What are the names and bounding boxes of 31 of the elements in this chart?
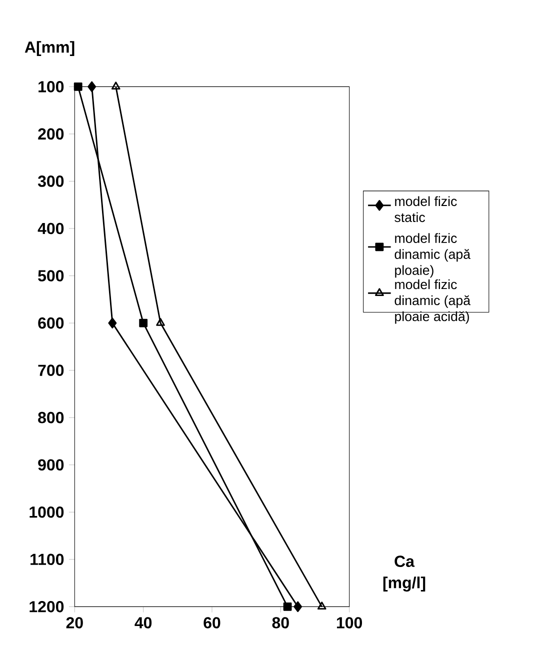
- point: [88, 81, 96, 92]
- y-tick-label: 200: [38, 128, 64, 140]
- legend-label: model fizic dinamic (apă ploaie): [394, 233, 471, 278]
- point: [108, 318, 117, 328]
- y-tick-label: 700: [38, 364, 64, 376]
- point: [294, 601, 302, 612]
- y-tick-label: 400: [38, 222, 64, 234]
- x-tick-label: 40: [134, 617, 152, 628]
- point: [74, 82, 82, 91]
- point: [156, 318, 165, 326]
- y-tick-label: 1100: [30, 554, 64, 566]
- x-axis-title: Ca [mg/l]: [383, 556, 426, 592]
- y-tick-label: 600: [38, 317, 64, 329]
- y-tick-label: 1000: [30, 506, 64, 518]
- point: [139, 318, 148, 328]
- y-tick-label: 300: [38, 176, 64, 187]
- point: [317, 602, 326, 610]
- y-tick-label: 900: [38, 459, 64, 471]
- point: [283, 602, 292, 611]
- point: [111, 82, 120, 90]
- x-tick-label: 60: [204, 617, 220, 628]
- y-tick-label: 100: [38, 81, 64, 92]
- legend-label: model fizic static: [394, 196, 457, 222]
- legend-label: model fizic dinamic (apă ploaie acidă): [394, 279, 471, 324]
- x-tick-label: 80: [272, 617, 289, 628]
- y-tick-label: 1200: [30, 601, 64, 612]
- x-tick-label: 20: [66, 617, 83, 628]
- y-tick-label: 500: [38, 270, 64, 282]
- y-tick-label: 800: [38, 412, 64, 424]
- x-tick-label: 100: [336, 617, 362, 628]
- y-axis-title: A[mm]: [24, 41, 74, 56]
